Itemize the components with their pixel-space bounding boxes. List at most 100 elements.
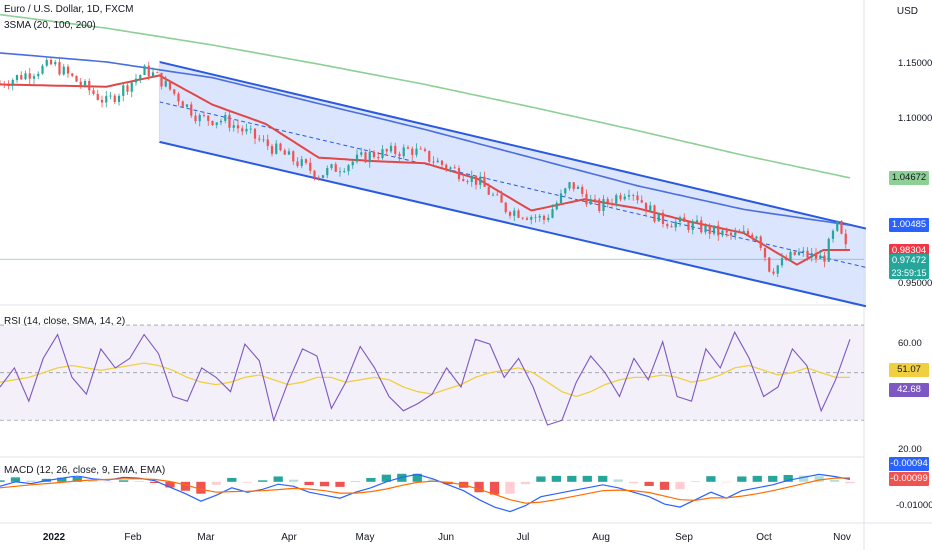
candle-body [572,182,575,189]
candle-body [683,217,686,222]
macd-histogram-bar [752,475,762,482]
candle-body [109,95,112,97]
macd-histogram-bar [567,475,577,482]
candle-body [742,230,745,233]
candle-body [436,160,439,163]
candle-body [398,153,401,157]
candle-body [678,217,682,222]
candle-body [449,167,452,169]
candle-body [275,143,278,154]
candle-body [147,65,150,77]
candle-body [117,95,121,102]
candle-body [738,232,741,234]
candle-body [134,78,138,83]
candle-body [772,271,775,274]
rsi-tick-1: 60.00 [898,338,922,349]
macd-tick-1: -0.01000 [896,500,932,511]
channel-upper-line [159,60,867,230]
time-axis-label: Jun [437,532,455,543]
candle-body [755,236,758,239]
candle-body [819,255,822,259]
candle-body [827,238,830,262]
candle-body [568,182,571,189]
candle-body [113,95,116,102]
candle-body [823,255,826,262]
candle-body [525,218,529,220]
candle-body [202,115,206,116]
candle-body [615,195,618,204]
candle-body [729,232,733,236]
candle-body [215,122,218,125]
candle-body [334,164,337,172]
candle-body [806,250,809,258]
candle-body [139,75,142,79]
macd-histogram-bar [57,477,67,482]
candle-body [143,65,146,76]
candle-body [555,203,558,210]
candle-body [559,193,563,204]
channel-lower-line [159,140,867,308]
channel-fill [159,61,866,307]
macd-histogram-bar [520,481,531,485]
macd-histogram-bar [0,480,5,482]
macd-histogram-bar [134,481,144,482]
macd-histogram-bar [196,481,206,494]
time-axis-label: Mar [197,532,215,543]
candle-body [508,212,512,216]
candle-body [836,220,839,231]
candle-body [440,160,444,165]
macd-histogram-bar [737,476,747,482]
macd-histogram-bar [845,481,855,484]
rsi-title[interactable]: RSI (14, close, SMA, 14, 2) [4,316,126,327]
candle-body [725,230,728,233]
macd-histogram-bar [72,476,82,482]
candle-body [24,73,27,80]
sma-line-1 [0,74,850,266]
macd-line [0,473,851,513]
candle-body [627,195,631,197]
candle-body [71,73,74,76]
candle-body [11,79,14,86]
candle-body [581,186,584,194]
candle-body [721,230,724,236]
macd-histogram-bar [412,473,422,482]
candle-body [802,250,805,252]
price-tick-1: 1.15000 [898,58,932,69]
candle-body [377,157,380,159]
macd-histogram-bar [227,477,237,482]
price-tick-2: 1.10000 [898,113,932,124]
macd-histogram-bar [706,476,716,482]
countdown-badge: 23:59:15 [889,267,929,280]
candle-body [691,222,694,230]
candle-body [262,139,265,141]
candle-body [351,161,354,166]
candle-body [844,233,847,245]
macd-title[interactable]: MACD (12, 26, close, 9, EMA, EMA) [4,465,166,476]
candle-body [708,225,711,234]
candle-body [636,195,639,201]
candle-body [228,114,231,128]
candle-body [389,145,393,152]
indicator-label[interactable]: 3SMA (20, 100, 200) [4,20,96,31]
candle-body [453,167,456,169]
macd-histogram-bar [273,476,283,482]
chart-title: Euro / U.S. Dollar, 1D, FXCM [4,4,134,15]
candle-body [521,217,524,219]
candle-body [717,225,720,236]
time-axis-label: Oct [756,532,772,543]
candle-body [258,138,261,140]
candle-body [606,199,609,204]
candle-body [517,210,520,218]
candle-body [479,176,482,185]
candle-body [194,115,197,122]
candle-body [287,151,291,155]
macd-histogram-bar [304,481,314,486]
macd-histogram-bar [258,480,268,482]
candle-body [474,175,478,185]
candle-body [759,236,762,248]
time-axis-label: Nov [833,532,851,543]
candle-body [79,81,82,86]
candle-body [317,177,320,179]
candle-body [156,72,159,74]
